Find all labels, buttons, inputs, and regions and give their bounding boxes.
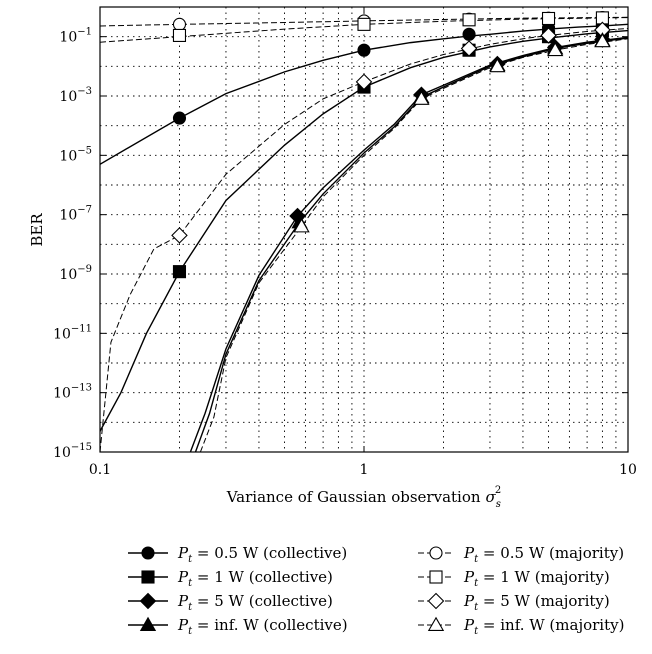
series-marker-5 [540,27,557,44]
y-tick-label: 10−5 [59,145,92,164]
legend-marker-6 [139,616,157,631]
series-marker-0 [462,27,476,41]
legend-marker-1 [429,546,443,560]
axis-ticks: 0.1 1 10 10−15 10−13 10−11 10−9 10−7 10−5 10−3 10−… [53,7,637,478]
series-marker-5 [460,40,478,57]
x-axis-label-symbol: σ [486,488,497,506]
series-marker-3 [541,11,556,26]
series-line-4 [189,36,628,452]
series-marker-5 [355,73,373,91]
legend-label-2: Pt = 1 W (collective) [177,568,333,589]
y-axis-label: BER [28,213,46,247]
legend-label-7: Pt = inf. W (majority) [463,616,624,637]
series-marker-5 [171,227,188,244]
series-marker-3 [172,28,187,42]
legend-label-5: Pt = 5 W (majority) [463,592,610,613]
series-marker-7 [293,218,310,233]
series-marker-3 [462,13,476,27]
x-tick-label: 10 [619,462,637,478]
series-line-7 [199,38,628,452]
markers [171,11,611,279]
y-tick-label: 10−1 [59,27,92,46]
series-marker-7 [547,41,564,57]
series-marker-7 [489,58,506,73]
legend-marker-4 [139,592,157,610]
series-marker-1 [172,17,187,31]
series-line-6 [194,37,628,452]
y-tick-label: 10−7 [59,205,92,224]
x-axis-label-text: Variance of Gaussian observation [226,488,481,506]
x-tick-label: 0.1 [89,462,111,478]
y-tick-label: 10−3 [59,86,92,105]
y-tick-label: 10−13 [53,383,92,402]
series-marker-7 [594,32,611,48]
legend: Pt = 0.5 W (collective) Pt = 0.5 W (major… [128,544,624,637]
x-tick-label: 1 [360,462,369,478]
series-marker-3 [357,17,371,31]
y-tick-label: 10−15 [53,442,92,461]
legend-marker-3 [429,570,443,584]
series-line-0 [100,23,628,165]
x-axis-label-sup: 2 [495,485,501,496]
series-marker-7 [413,90,430,105]
series-line-5 [100,27,628,452]
y-tick-label: 10−11 [53,323,92,342]
x-axis-label: Variance of Gaussian observation σs 2 [226,485,502,510]
legend-marker-5 [427,592,445,610]
legend-label-3: Pt = 1 W (majority) [463,568,610,589]
legend-marker-0 [141,546,155,560]
legend-label-6: Pt = inf. W (collective) [177,616,348,637]
series-marker-0 [172,111,187,125]
legend-marker-2 [141,570,155,584]
legend-label-4: Pt = 5 W (collective) [177,592,333,613]
series-marker-0 [357,43,371,57]
y-tick-label: 10−9 [59,264,92,283]
legend-marker-7 [427,616,445,631]
series-marker-2 [172,265,187,279]
legend-label-0: Pt = 0.5 W (collective) [177,544,347,565]
x-axis-label-sub: s [496,499,501,510]
legend-label-1: Pt = 0.5 W (majority) [463,544,624,565]
